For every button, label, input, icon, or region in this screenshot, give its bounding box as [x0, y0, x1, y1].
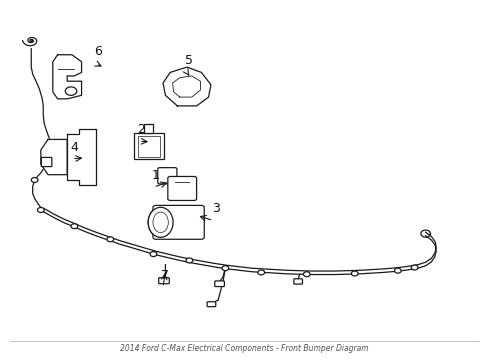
Circle shape	[31, 177, 38, 183]
Circle shape	[410, 265, 417, 270]
Circle shape	[107, 237, 113, 242]
Polygon shape	[163, 67, 210, 106]
Polygon shape	[53, 55, 81, 99]
Text: 5: 5	[185, 54, 193, 67]
Text: 7: 7	[161, 269, 169, 282]
FancyBboxPatch shape	[159, 278, 169, 284]
Text: 2: 2	[137, 123, 145, 136]
Circle shape	[303, 272, 309, 277]
Circle shape	[71, 224, 78, 229]
Text: 3: 3	[211, 202, 219, 215]
FancyBboxPatch shape	[214, 281, 224, 287]
FancyBboxPatch shape	[134, 133, 163, 159]
FancyBboxPatch shape	[153, 206, 204, 239]
FancyBboxPatch shape	[41, 157, 52, 167]
Ellipse shape	[153, 212, 168, 233]
Text: 1: 1	[152, 169, 160, 182]
Circle shape	[394, 268, 400, 273]
Polygon shape	[144, 124, 153, 133]
Text: 6: 6	[94, 45, 102, 58]
FancyBboxPatch shape	[167, 176, 196, 201]
Ellipse shape	[148, 207, 173, 237]
FancyBboxPatch shape	[293, 279, 302, 284]
Circle shape	[65, 87, 77, 95]
Circle shape	[222, 266, 228, 271]
FancyBboxPatch shape	[137, 136, 160, 157]
Circle shape	[351, 271, 357, 276]
Ellipse shape	[153, 212, 168, 233]
Polygon shape	[67, 129, 96, 185]
Circle shape	[257, 270, 264, 275]
FancyBboxPatch shape	[207, 302, 215, 307]
Circle shape	[185, 258, 192, 263]
Circle shape	[38, 207, 44, 212]
Polygon shape	[41, 139, 67, 175]
Text: 2014 Ford C-Max Electrical Components - Front Bumper Diagram: 2014 Ford C-Max Electrical Components - …	[120, 344, 368, 353]
FancyBboxPatch shape	[158, 168, 177, 184]
Circle shape	[150, 252, 157, 257]
Ellipse shape	[148, 207, 173, 237]
Text: 4: 4	[70, 140, 78, 154]
